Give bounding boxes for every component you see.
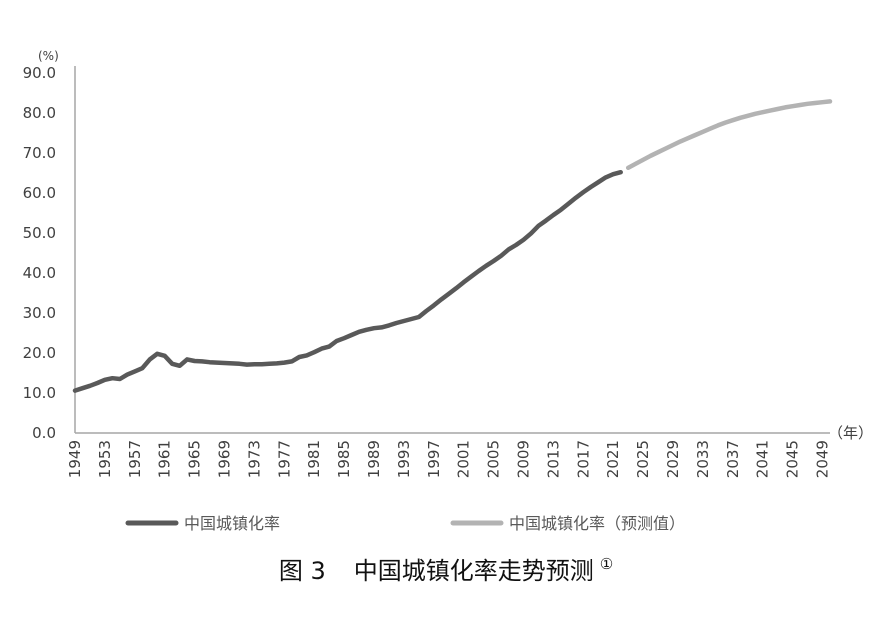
x-tick-label: 2033	[694, 440, 712, 478]
series-layer	[72, 99, 833, 393]
x-tick-label: 2037	[724, 440, 742, 478]
x-tick-label: 1953	[96, 440, 114, 478]
x-tick-label: 1989	[365, 440, 383, 478]
y-tick-label: 90.0	[23, 64, 56, 82]
y-axis-ticks: 0.0 10.0 20.0 30.0 40.0 50.0 60.0 70.0 80.0 90.0	[23, 64, 56, 442]
series-line-forecast	[625, 99, 833, 171]
x-tick-label: 2021	[604, 440, 622, 478]
x-tick-label: 1997	[425, 440, 443, 478]
figure-title: 中国城镇化率走势预测	[353, 557, 594, 585]
x-tick-label: 2001	[455, 440, 473, 478]
x-tick-label: 2025	[634, 440, 652, 478]
footnote-marker: ①	[599, 555, 614, 573]
urbanization-line-chart: (%) 0.0 10.0 20.0 30.0 40.0 50.0 60.0 70.0 80.0 9…	[23, 49, 873, 533]
x-tick-label: 2017	[574, 440, 592, 478]
x-tick-label: 1969	[216, 440, 234, 478]
x-axis-ticks: 1949 1953 1957 1961 1965 1969 1973 1977 1981 1985…	[66, 440, 832, 478]
x-tick-label: 1957	[126, 440, 144, 478]
x-tick-label: 1973	[245, 440, 263, 478]
x-axis-unit: （年）	[828, 424, 873, 442]
figure-caption: 图 3 中国城镇化率走势预测 ①	[0, 551, 892, 586]
x-tick-label: 2005	[485, 440, 503, 478]
x-tick-label: 1985	[335, 440, 353, 478]
x-tick-label: 2013	[544, 440, 562, 478]
figure-number: 图 3	[278, 557, 326, 585]
x-tick-label: 2049	[814, 440, 832, 478]
y-tick-label: 60.0	[23, 184, 56, 202]
y-tick-label: 80.0	[23, 104, 56, 122]
y-tick-label: 40.0	[23, 264, 56, 282]
legend-item-forecast: 中国城镇化率（预测值）	[450, 514, 685, 533]
x-tick-label: 1965	[186, 440, 204, 478]
x-tick-label: 2009	[515, 440, 533, 478]
series-line-actual	[72, 169, 623, 393]
x-tick-label: 1961	[156, 440, 174, 478]
x-tick-label: 1993	[395, 440, 413, 478]
y-tick-label: 0.0	[32, 424, 56, 442]
x-tick-label: 1977	[275, 440, 293, 478]
x-tick-label: 2041	[754, 440, 772, 478]
legend-label-forecast: 中国城镇化率（预测值）	[509, 514, 685, 533]
x-tick-label: 2029	[664, 440, 682, 478]
x-tick-label: 1949	[66, 440, 84, 478]
x-tick-label: 1981	[305, 440, 323, 478]
legend-label-actual: 中国城镇化率	[184, 514, 280, 533]
legend-item-actual: 中国城镇化率	[125, 514, 280, 533]
y-tick-label: 10.0	[23, 384, 56, 402]
y-tick-label: 70.0	[23, 144, 56, 162]
y-tick-label: 50.0	[23, 224, 56, 242]
y-tick-label: 20.0	[23, 344, 56, 362]
y-axis-unit: (%)	[38, 49, 59, 63]
x-tick-label: 2045	[784, 440, 802, 478]
y-tick-label: 30.0	[23, 304, 56, 322]
legend: 中国城镇化率 中国城镇化率（预测值）	[125, 514, 685, 533]
